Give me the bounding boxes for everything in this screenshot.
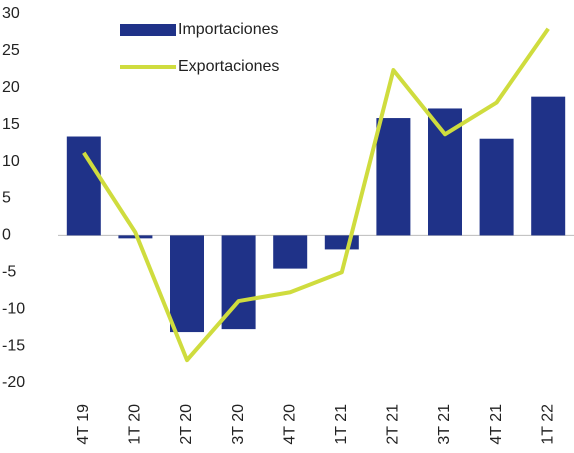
x-tick-label: 3T 21 <box>436 404 453 445</box>
bar <box>479 138 514 236</box>
y-tick-label: 30 <box>2 5 20 22</box>
x-tick-label: 1T 22 <box>539 404 556 445</box>
x-tick-label: 3T 20 <box>230 404 247 445</box>
legend-label: Importaciones <box>178 21 279 38</box>
legend-swatch <box>120 24 176 36</box>
x-tick-label: 4T 19 <box>75 404 92 445</box>
y-tick-label: 5 <box>2 190 11 207</box>
x-tick-label: 2T 21 <box>385 404 402 445</box>
x-tick-label: 4T 20 <box>281 404 298 445</box>
y-tick-label: 10 <box>2 153 20 170</box>
y-tick-label: 0 <box>2 227 11 244</box>
bar <box>376 118 411 236</box>
y-tick-label: -15 <box>2 337 25 354</box>
y-tick-label: 15 <box>2 116 20 133</box>
y-tick-label: -10 <box>2 300 25 317</box>
y-tick-label: 20 <box>2 79 20 96</box>
bar <box>66 136 101 236</box>
x-tick-label: 1T 21 <box>333 404 350 445</box>
bar <box>170 235 204 333</box>
y-tick-label: -20 <box>2 374 25 391</box>
y-tick-label: -5 <box>2 264 16 281</box>
x-tick-label: 4T 21 <box>488 404 505 445</box>
x-tick-label: 2T 20 <box>178 404 195 445</box>
legend-label: Exportaciones <box>178 58 279 75</box>
line <box>82 27 550 363</box>
x-tick-label: 1T 20 <box>127 404 144 445</box>
y-tick-label: 25 <box>2 42 20 59</box>
bar <box>324 235 359 250</box>
bar <box>531 96 566 236</box>
bar <box>273 235 308 269</box>
